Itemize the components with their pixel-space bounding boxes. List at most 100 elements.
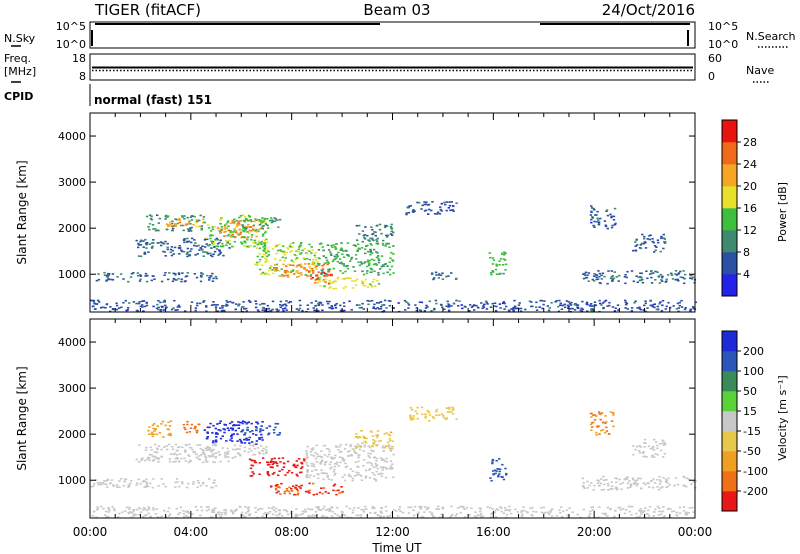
power-cell-17 — [677, 272, 681, 274]
velocity-cell-0 — [544, 511, 547, 514]
power-cell-8 — [308, 265, 311, 268]
velocity-cell-5 — [255, 440, 259, 442]
power-cell-9 — [289, 271, 293, 273]
velocity-cell-2 — [209, 450, 213, 452]
velocity-cell-6 — [258, 452, 261, 455]
power-cell-2 — [218, 253, 221, 255]
velocity-cell-16 — [643, 442, 646, 444]
velocity-cell-8 — [267, 461, 270, 464]
power-cell-0 — [514, 307, 517, 309]
velocity-cell-0 — [463, 508, 466, 510]
power-cell-0 — [226, 301, 229, 303]
power-cell-6 — [250, 236, 253, 238]
velocity-cell-1 — [119, 478, 123, 480]
power-cell-18 — [590, 210, 593, 213]
velocity-cell-12 — [426, 409, 429, 412]
velocity-cell-5 — [240, 430, 243, 433]
power-cell-8 — [256, 255, 259, 258]
power-cell-14 — [412, 211, 415, 213]
power-cell-7 — [271, 220, 274, 223]
velocity-cell-0 — [490, 513, 493, 515]
velocity-cell-10 — [335, 463, 339, 465]
velocity-cell-2 — [143, 459, 147, 462]
velocity-cell-7 — [245, 423, 248, 425]
velocity-cell-0 — [247, 506, 250, 508]
velocity-cell-0 — [230, 510, 234, 513]
velocity-cell-2 — [181, 446, 184, 449]
power-cell-12 — [323, 285, 326, 287]
velocity-cell-1 — [101, 482, 105, 484]
velocity-cell-3 — [151, 424, 155, 427]
power-cell-0 — [484, 300, 488, 303]
velocity-cell-12 — [416, 417, 419, 420]
velocity-cell-0 — [558, 509, 561, 511]
velocity-cell-0 — [542, 506, 546, 509]
velocity-cell-0 — [662, 516, 665, 519]
power-cell-18 — [605, 210, 608, 212]
power-cell-17 — [625, 276, 628, 279]
power-cell-0 — [503, 308, 506, 310]
power-cell-11 — [317, 249, 321, 251]
velocity-cell-11 — [387, 433, 390, 436]
velocity-cell-11 — [377, 440, 381, 443]
velocity-cell-0 — [523, 510, 526, 512]
velocity-cell-10 — [375, 470, 378, 473]
power-cell-0 — [590, 310, 593, 312]
velocity-cell-11 — [371, 435, 375, 437]
velocity-cell-0 — [294, 514, 297, 517]
velocity-cell-0 — [289, 512, 293, 515]
power-cell-17 — [615, 276, 618, 278]
power-cell-11 — [391, 260, 395, 262]
velocity-cell-1 — [152, 478, 155, 480]
power-cell-0 — [567, 307, 570, 309]
power-cell-13 — [376, 237, 379, 240]
velocity-cell-15 — [604, 431, 607, 434]
power-cell-3 — [156, 214, 159, 216]
power-cell-7 — [242, 227, 245, 229]
velocity-cell-9 — [275, 484, 279, 486]
velocity-cell-4 — [197, 423, 200, 426]
velocity-cell-0 — [685, 511, 688, 514]
power-cell-0 — [461, 307, 464, 310]
power-cell-0 — [372, 306, 375, 308]
velocity-cell-0 — [470, 507, 473, 510]
velocity-cell-2 — [189, 460, 193, 462]
power-cell-1 — [97, 278, 101, 281]
power-cell-0 — [277, 309, 280, 312]
power-cell-5 — [224, 224, 227, 226]
velocity-ytick-label: 1000 — [58, 474, 86, 487]
power-cell-13 — [372, 239, 375, 242]
power-cell-12 — [371, 281, 375, 283]
power-cell-9 — [300, 274, 303, 276]
velocity-cell-10 — [334, 454, 337, 457]
power-ytick-label: 4000 — [58, 130, 86, 143]
velocity-cell-12 — [420, 406, 424, 409]
power-cell-0 — [92, 305, 95, 308]
velocity-cell-10 — [379, 457, 383, 459]
power-cell-13 — [364, 238, 367, 240]
velocity-cell-2 — [157, 445, 161, 447]
power-cell-17 — [671, 278, 675, 280]
velocity-cell-15 — [595, 431, 598, 434]
velocity-cell-0 — [338, 515, 341, 518]
velocity-cell-1 — [106, 478, 109, 481]
velocity-cell-11 — [359, 436, 362, 439]
power-cell-0 — [661, 304, 664, 307]
power-cell-14 — [416, 201, 419, 204]
power-cell-19 — [656, 239, 660, 241]
velocity-cell-14 — [658, 475, 661, 478]
power-cell-0 — [573, 304, 576, 306]
power-cell-4 — [165, 223, 169, 225]
power-cell-19 — [634, 241, 637, 243]
power-cell-16 — [503, 251, 506, 253]
velocity-cell-0 — [218, 513, 221, 516]
velocity-cell-2 — [204, 455, 207, 458]
power-cell-11 — [342, 264, 346, 267]
velocity-cell-0 — [103, 514, 107, 516]
power-cell-0 — [677, 310, 680, 313]
power-cell-1 — [130, 272, 134, 275]
velocity-cell-10 — [369, 452, 373, 455]
velocity-cell-10 — [314, 452, 317, 454]
power-cell-19 — [644, 247, 648, 249]
velocity-cell-8 — [286, 471, 289, 474]
